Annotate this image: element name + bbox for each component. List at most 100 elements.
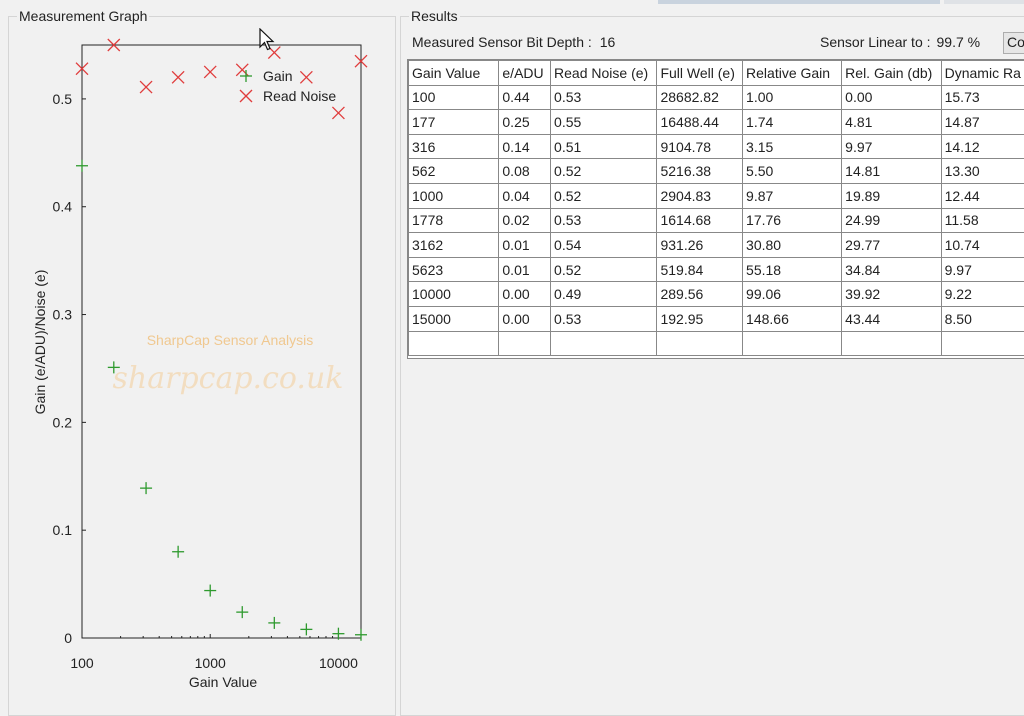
table-cell: 10.74 <box>941 233 1024 258</box>
legend-read-noise-label: Read Noise <box>263 88 336 104</box>
linearity-label: Sensor Linear to : <box>820 34 931 50</box>
table-cell: 0.53 <box>551 85 657 110</box>
table-cell: 55.18 <box>743 257 842 282</box>
column-header[interactable]: e/ADU <box>499 61 551 86</box>
gain-point <box>76 160 88 172</box>
y-axis-title: Gain (e/ADU)/Noise (e) <box>32 270 48 415</box>
x-axis-title: Gain Value <box>189 674 257 690</box>
table-cell: 0.25 <box>499 110 551 135</box>
table-cell: 30.80 <box>743 233 842 258</box>
column-header[interactable]: Dynamic Ra <box>941 61 1024 86</box>
table-cell: 1.00 <box>743 85 842 110</box>
y-tick-label: 0.5 <box>53 91 73 107</box>
table-cell: 4.81 <box>842 110 941 135</box>
table-cell: 0.52 <box>551 159 657 184</box>
table-cell: 14.81 <box>842 159 941 184</box>
table-cell: 3162 <box>409 233 499 258</box>
table-row[interactable] <box>409 331 1024 356</box>
table-cell: 11.58 <box>941 208 1024 233</box>
column-header[interactable]: Read Noise (e) <box>551 61 657 86</box>
column-header[interactable]: Full Well (e) <box>657 61 743 86</box>
bit-depth-label: Measured Sensor Bit Depth : <box>412 34 592 50</box>
read-noise-point <box>300 71 312 83</box>
table-cell: 1000 <box>409 183 499 208</box>
table-cell: 17.76 <box>743 208 842 233</box>
table-cell: 10000 <box>409 282 499 307</box>
table-cell: 1.74 <box>743 110 842 135</box>
results-title: Results <box>409 8 460 24</box>
table-cell: 192.95 <box>657 306 743 331</box>
x-tick-label: 10000 <box>319 655 358 671</box>
table-cell: 562 <box>409 159 499 184</box>
gain-point <box>236 606 248 618</box>
copy-button[interactable]: Copy <box>1003 32 1024 54</box>
table-cell <box>657 331 743 356</box>
table-cell: 0.44 <box>499 85 551 110</box>
x-tick-label: 1000 <box>195 655 226 671</box>
table-cell: 1614.68 <box>657 208 743 233</box>
table-cell: 9104.78 <box>657 134 743 159</box>
table-cell: 34.84 <box>842 257 941 282</box>
gain-point <box>140 482 152 494</box>
read-noise-point <box>332 107 344 119</box>
table-cell: 2904.83 <box>657 183 743 208</box>
table-cell: 0.49 <box>551 282 657 307</box>
table-cell: 9.97 <box>941 257 1024 282</box>
table-cell: 100 <box>409 85 499 110</box>
table-cell: 24.99 <box>842 208 941 233</box>
table-cell: 1778 <box>409 208 499 233</box>
y-tick-label: 0.2 <box>53 414 73 430</box>
legend-noise-cross <box>240 90 252 102</box>
table-cell: 316 <box>409 134 499 159</box>
table-cell: 13.30 <box>941 159 1024 184</box>
table-cell: 0.54 <box>551 233 657 258</box>
table-cell: 931.26 <box>657 233 743 258</box>
gain-point <box>268 617 280 629</box>
window-region <box>944 0 1024 4</box>
table-cell: 0.52 <box>551 183 657 208</box>
table-cell: 29.77 <box>842 233 941 258</box>
y-tick-label: 0.4 <box>53 199 73 215</box>
table-cell: 0.51 <box>551 134 657 159</box>
read-noise-point <box>172 71 184 83</box>
table-cell: 148.66 <box>743 306 842 331</box>
table-cell <box>409 331 499 356</box>
legend: Gain Read Noise <box>240 68 336 104</box>
table-cell: 15000 <box>409 306 499 331</box>
table-cell: 99.06 <box>743 282 842 307</box>
column-header[interactable]: Rel. Gain (db) <box>842 61 941 86</box>
table-cell: 0.00 <box>842 85 941 110</box>
mouse-cursor-icon <box>259 28 277 54</box>
column-header[interactable]: Relative Gain <box>743 61 842 86</box>
legend-gain-label: Gain <box>263 68 293 84</box>
table-cell: 16488.44 <box>657 110 743 135</box>
table-cell: 9.87 <box>743 183 842 208</box>
read-noise-point <box>204 66 216 78</box>
window-scroll-region <box>658 0 940 4</box>
table-cell: 15.73 <box>941 85 1024 110</box>
table-cell: 9.22 <box>941 282 1024 307</box>
gain-point <box>204 585 216 597</box>
legend-read-noise-marker <box>240 90 252 102</box>
column-header[interactable]: Gain Value <box>409 61 499 86</box>
gain-point <box>355 629 367 641</box>
table-cell: 0.52 <box>551 257 657 282</box>
watermark-text: SharpCap Sensor Analysis <box>147 332 314 348</box>
table-cell: 0.14 <box>499 134 551 159</box>
table-cell: 0.55 <box>551 110 657 135</box>
table-cell: 0.02 <box>499 208 551 233</box>
linearity-readout: Sensor Linear to :99.7 % <box>820 34 980 50</box>
y-tick-label: 0.1 <box>53 522 73 538</box>
